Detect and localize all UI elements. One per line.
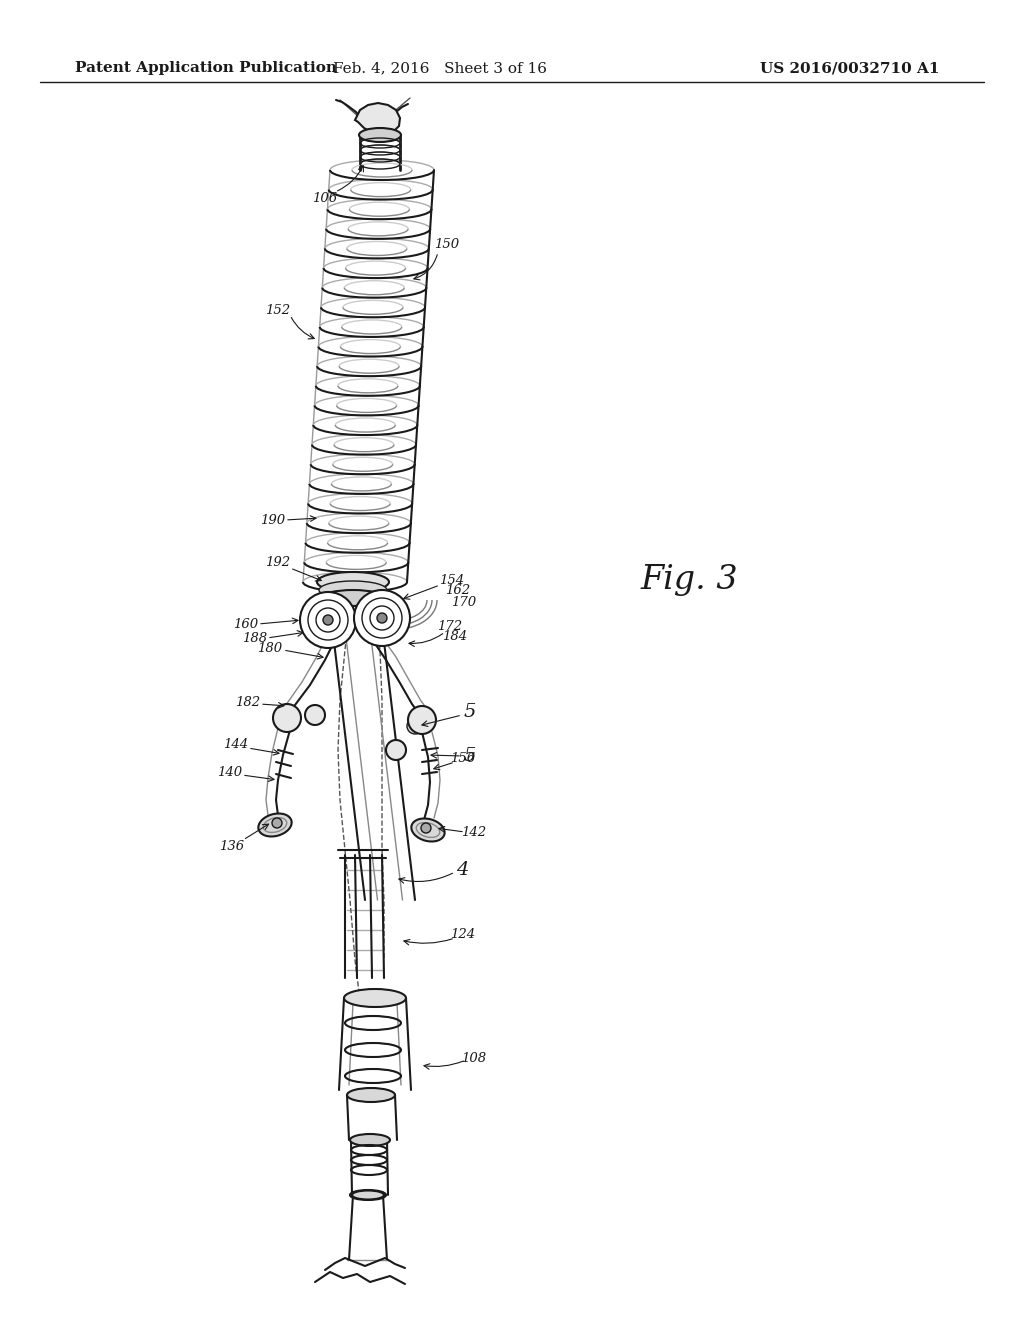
- Text: 144: 144: [223, 738, 249, 751]
- Text: 154: 154: [439, 573, 465, 586]
- Ellipse shape: [350, 1134, 390, 1146]
- Circle shape: [308, 601, 348, 640]
- Ellipse shape: [321, 590, 385, 606]
- Text: 160: 160: [233, 618, 259, 631]
- Text: 156: 156: [451, 751, 475, 764]
- Text: Feb. 4, 2016   Sheet 3 of 16: Feb. 4, 2016 Sheet 3 of 16: [333, 61, 547, 75]
- Text: Patent Application Publication: Patent Application Publication: [75, 61, 337, 75]
- Text: 136: 136: [219, 841, 245, 854]
- Text: 182: 182: [236, 696, 260, 709]
- Circle shape: [323, 615, 333, 624]
- Ellipse shape: [412, 818, 444, 842]
- Text: 5: 5: [464, 704, 476, 721]
- Circle shape: [370, 606, 394, 630]
- Ellipse shape: [350, 1191, 386, 1200]
- Text: 188: 188: [243, 631, 267, 644]
- Text: Fig. 3: Fig. 3: [640, 564, 737, 597]
- Text: 172: 172: [437, 619, 463, 632]
- Text: 162: 162: [445, 585, 471, 598]
- Polygon shape: [355, 103, 400, 135]
- Circle shape: [408, 706, 436, 734]
- Text: 108: 108: [462, 1052, 486, 1064]
- Text: 192: 192: [265, 556, 291, 569]
- Circle shape: [272, 818, 282, 828]
- Circle shape: [273, 704, 301, 733]
- Circle shape: [362, 598, 402, 638]
- Text: 170: 170: [452, 595, 476, 609]
- Circle shape: [377, 612, 387, 623]
- Text: 140: 140: [217, 766, 243, 779]
- Circle shape: [421, 822, 431, 833]
- Text: 152: 152: [265, 304, 291, 317]
- Ellipse shape: [359, 128, 401, 143]
- Text: US 2016/0032710 A1: US 2016/0032710 A1: [760, 61, 939, 75]
- Text: 142: 142: [462, 826, 486, 840]
- Circle shape: [386, 741, 406, 760]
- Circle shape: [305, 705, 325, 725]
- Circle shape: [300, 591, 356, 648]
- Circle shape: [354, 590, 410, 645]
- Ellipse shape: [317, 572, 389, 591]
- Ellipse shape: [352, 1191, 384, 1200]
- Circle shape: [316, 609, 340, 632]
- Text: 124: 124: [451, 928, 475, 941]
- Text: 184: 184: [442, 631, 468, 644]
- Text: 4: 4: [456, 861, 468, 879]
- Text: 190: 190: [260, 513, 286, 527]
- Circle shape: [407, 718, 423, 734]
- Ellipse shape: [347, 1088, 395, 1102]
- Ellipse shape: [258, 813, 292, 837]
- Text: 150: 150: [434, 239, 460, 252]
- Text: 180: 180: [257, 642, 283, 655]
- Text: 106: 106: [312, 191, 338, 205]
- Text: 5: 5: [464, 747, 476, 766]
- Ellipse shape: [344, 989, 406, 1007]
- Ellipse shape: [319, 581, 387, 599]
